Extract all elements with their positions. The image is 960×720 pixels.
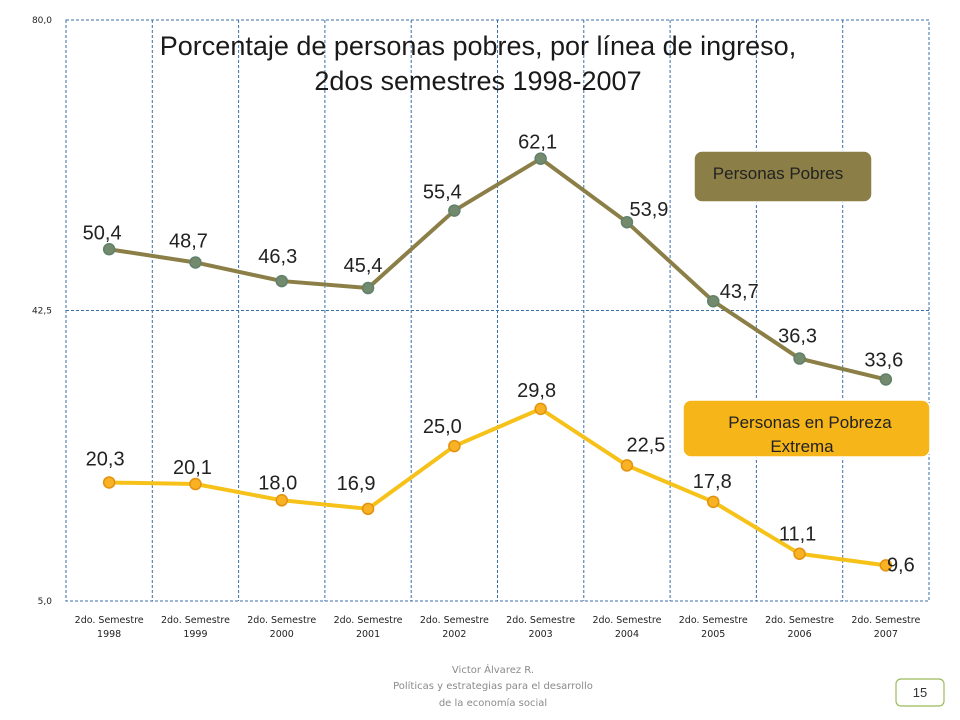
data-point [879, 559, 893, 572]
data-point [707, 294, 720, 308]
data-point [361, 502, 375, 516]
data-label: 25,0 [423, 416, 462, 438]
x-tick-label: 2001 [356, 629, 380, 640]
data-point [448, 204, 461, 217]
data-label: 36,3 [778, 326, 817, 348]
page-number-badge: 15 [895, 678, 945, 707]
data-label: 55,4 [423, 182, 462, 204]
x-tick-label: 2do. Semestre [161, 615, 230, 626]
axes: 5,0 42,5 80,0 2do. Semestre 1998 2do. Semestr… [32, 16, 921, 640]
x-tick-label: 2004 [615, 629, 639, 640]
data-label: 43,7 [720, 281, 759, 303]
legend-pobreza-extrema-label-line-2: Extrema [770, 437, 834, 456]
chart-title-line-2: 2dos semestres 1998-2007 [314, 66, 641, 96]
data-label: 18,0 [258, 472, 297, 494]
data-point [361, 281, 375, 295]
data-label: 20,1 [173, 457, 212, 479]
data-point [707, 495, 720, 509]
footer-line-2: Políticas y estrategias para el desarrol… [393, 680, 593, 692]
data-labels: 50,4 48,7 46,3 45,4 55,4 62,1 53,9 43,7 36,3 33,6… [83, 132, 915, 577]
data-point [534, 402, 547, 416]
x-tick-label: 2do. Semestre [592, 615, 661, 626]
series-line-pobreza-extrema [109, 406, 887, 568]
data-label: 62,1 [518, 132, 557, 154]
x-tick-label: 2do. Semestre [679, 615, 748, 626]
data-label: 11,1 [779, 524, 816, 546]
data-point [275, 494, 288, 507]
x-tick-label: 1999 [183, 629, 207, 640]
data-point [793, 547, 806, 560]
footer-author: Victor Álvarez R. [452, 663, 534, 676]
data-point [102, 243, 116, 256]
x-tick-label: 2006 [787, 629, 811, 640]
data-point [879, 373, 893, 386]
x-tick-label: 2do. Semestre [851, 615, 920, 626]
legend-personas-pobres-label: Personas Pobres [713, 164, 843, 183]
y-tick-label: 80,0 [32, 16, 52, 26]
data-label: 45,4 [344, 255, 383, 277]
data-point [102, 476, 116, 489]
data-point [189, 256, 202, 269]
x-tick-label: 2003 [529, 629, 553, 640]
x-tick-label: 2007 [874, 629, 898, 640]
x-tick-label: 2do. Semestre [765, 615, 834, 626]
data-point [620, 215, 634, 229]
x-tick-label: 2005 [701, 629, 725, 640]
data-point [793, 352, 806, 365]
data-label: 16,9 [337, 473, 376, 495]
x-tick-label: 2do. Semestre [420, 615, 489, 626]
series [102, 152, 893, 572]
data-label: 29,8 [517, 380, 556, 402]
x-tick-label: 2000 [270, 629, 294, 640]
page-number-box [895, 678, 945, 707]
x-tick-label: 1998 [97, 629, 121, 640]
data-label: 33,6 [864, 349, 903, 371]
x-tick-label: 2do. Semestre [506, 615, 575, 626]
legend-pobreza-extrema-label-line-1: Personas en Pobreza [728, 413, 892, 432]
footer-line-3: de la economía social [439, 697, 547, 709]
data-point [189, 477, 202, 491]
x-tick-label: 2do. Semestre [75, 615, 144, 626]
data-point [448, 439, 461, 453]
chart-title-line-1: Porcentaje de personas pobres, por línea… [160, 31, 796, 61]
data-label: 17,8 [693, 471, 732, 493]
page-number: 15 [913, 685, 927, 700]
series-line-personas-pobres [108, 156, 887, 382]
data-point [620, 459, 634, 472]
legend-personas-pobres: Personas Pobres [693, 150, 873, 203]
legend-pobreza-extrema: Personas en Pobreza Extrema [682, 399, 931, 458]
data-label: 22,5 [626, 434, 665, 456]
grid-lines [65, 19, 930, 602]
data-label: 48,7 [169, 230, 208, 252]
x-tick-label: 2do. Semestre [247, 615, 316, 626]
y-tick-label: 5,0 [38, 597, 53, 607]
y-tick-label: 42,5 [32, 307, 52, 317]
legend-pobreza-extrema-box [682, 399, 931, 458]
data-label: 50,4 [83, 222, 122, 244]
data-label: 53,9 [629, 199, 668, 221]
legend-personas-pobres-box [693, 150, 873, 203]
x-tick-label: 2do. Semestre [334, 615, 403, 626]
x-tick-label: 2002 [442, 629, 466, 640]
data-point [534, 152, 547, 165]
data-point [275, 274, 288, 288]
data-label: 20,3 [86, 448, 125, 470]
data-label: 46,3 [258, 246, 297, 268]
data-label: 9,6 [887, 554, 915, 576]
